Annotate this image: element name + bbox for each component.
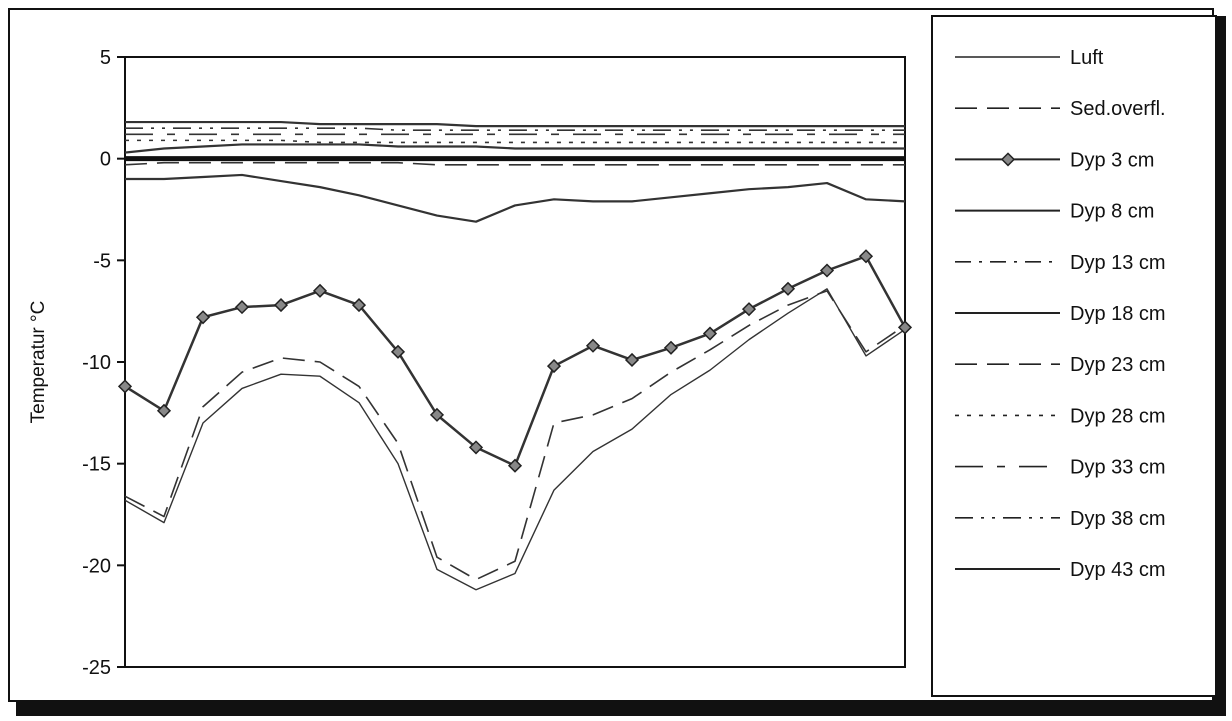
series-line-1 bbox=[124, 290, 906, 581]
series-line-9 bbox=[125, 127, 905, 131]
series-line-5 bbox=[124, 143, 905, 154]
series-point-2 bbox=[117, 379, 133, 394]
legend-label-9: Dyp 38 cm bbox=[1070, 508, 1166, 530]
series-point-2 bbox=[468, 440, 484, 455]
series-point-2 bbox=[663, 340, 679, 355]
legend-label-2: Dyp 3 cm bbox=[1070, 149, 1154, 171]
y-axis-title: Temperatur °C bbox=[28, 301, 49, 424]
legend bbox=[931, 15, 1217, 697]
series-point-2 bbox=[624, 352, 640, 368]
series-point-2 bbox=[429, 407, 445, 422]
series-line-10 bbox=[125, 120, 905, 128]
legend-label-0: Luft bbox=[1070, 47, 1104, 69]
series-point-2 bbox=[156, 403, 172, 418]
series-point-2 bbox=[390, 344, 406, 359]
series-point-2 bbox=[234, 300, 250, 315]
series-point-2 bbox=[312, 283, 328, 298]
legend-entries: Luft Sed.overfl. Dyp 3 cm Dyp 8 cm Dyp 13 cm… bbox=[955, 47, 1166, 581]
legend-label-6: Dyp 23 cm bbox=[1070, 354, 1166, 376]
legend-label-8: Dyp 33 cm bbox=[1070, 457, 1166, 479]
series-point-2 bbox=[897, 320, 913, 335]
legend-label-10: Dyp 43 cm bbox=[1070, 559, 1166, 581]
y-tick-label: -5 bbox=[93, 250, 111, 272]
legend-label-4: Dyp 13 cm bbox=[1070, 252, 1166, 274]
y-tick-label: -25 bbox=[82, 657, 111, 679]
y-axis: 5 0 -5 -10 -15 -20 -25 bbox=[82, 47, 125, 679]
legend-marker-2 bbox=[1000, 152, 1016, 167]
series-point-2 bbox=[507, 458, 523, 473]
legend-label-5: Dyp 18 cm bbox=[1070, 303, 1166, 325]
series-point-2 bbox=[702, 326, 718, 341]
legend-label-3: Dyp 8 cm bbox=[1070, 201, 1154, 223]
series-line-7 bbox=[125, 139, 905, 144]
y-tick-label: -10 bbox=[82, 352, 111, 374]
legend-label-1: Sed.overfl. bbox=[1070, 98, 1166, 120]
series-point-2 bbox=[546, 359, 562, 374]
series-point-2 bbox=[780, 281, 796, 296]
series-line-3 bbox=[125, 173, 906, 223]
y-tick-label: -15 bbox=[82, 454, 111, 476]
series-point-2 bbox=[273, 298, 289, 313]
series-point-2 bbox=[858, 249, 874, 264]
series-point-2 bbox=[585, 338, 601, 353]
series-point-2 bbox=[741, 302, 757, 317]
y-tick-label: 5 bbox=[100, 47, 111, 69]
series-point-2 bbox=[195, 310, 211, 325]
series-layer bbox=[117, 120, 913, 591]
y-tick-label: -20 bbox=[82, 555, 111, 577]
series-point-2 bbox=[351, 298, 367, 313]
y-tick-label: 0 bbox=[100, 149, 111, 171]
series-line-0 bbox=[124, 288, 906, 591]
series-point-2 bbox=[819, 263, 835, 278]
series-line-6 bbox=[124, 161, 905, 166]
legend-label-7: Dyp 28 cm bbox=[1070, 405, 1166, 427]
